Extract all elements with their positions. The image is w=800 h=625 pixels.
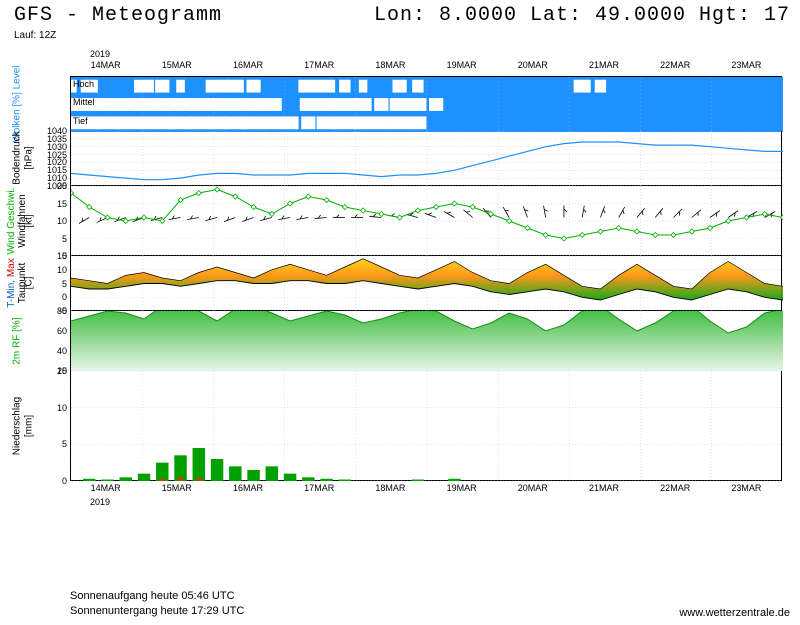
cloud-row-label: Mittel	[73, 97, 95, 107]
xaxis-year: 2019	[90, 49, 110, 59]
xtick: 20MAR	[518, 483, 548, 493]
credit: www.wetterzentrale.de	[679, 607, 790, 619]
xtick: 23MAR	[731, 483, 761, 493]
panel-temperature: T-Min, Max Taupunkt [C] -5051015	[70, 256, 782, 311]
cloud-row-label: Tief	[73, 116, 88, 126]
ytick: 0	[62, 476, 67, 486]
xaxis-year-bottom: 2019	[90, 497, 110, 507]
xtick: 17MAR	[304, 60, 334, 70]
ytick: 80	[57, 306, 67, 316]
cloud-row-label: Hoch	[73, 79, 94, 89]
panel-clouds: Wolken [%] Level HochMittelTief	[70, 76, 782, 131]
ytick: 20	[57, 181, 67, 191]
meteogram: 2019 14MAR15MAR16MAR17MAR18MAR19MAR20MAR…	[70, 60, 782, 499]
ytick: 15	[57, 251, 67, 261]
xtick: 15MAR	[162, 60, 192, 70]
ytick: 10	[57, 265, 67, 275]
xtick: 15MAR	[162, 483, 192, 493]
ytick: 5	[62, 234, 67, 244]
ytick: 10	[57, 403, 67, 413]
ytick: 15	[57, 199, 67, 209]
ytick: 40	[57, 346, 67, 356]
xtick: 14MAR	[91, 60, 121, 70]
ylabel-temp-unit: [C]	[24, 243, 35, 323]
ytick: 5	[62, 279, 67, 289]
yticks-precipitation: 051015	[41, 371, 69, 480]
xtick: 16MAR	[233, 483, 263, 493]
panel-wind: Wind Geschwi. Windfahnen [kt] 05101520	[70, 186, 782, 256]
yticks-pressure: 10051010101510201025103010351040	[41, 131, 69, 185]
footer: Sonnenaufgang heute 05:46 UTC Sonnenunte…	[70, 589, 244, 619]
ytick: 1040	[47, 126, 67, 136]
yticks-wind: 05101520	[41, 186, 69, 255]
xtick: 14MAR	[91, 483, 121, 493]
title-left: GFS - Meteogramm	[14, 4, 222, 27]
ytick: 15	[57, 366, 67, 376]
xtick: 16MAR	[233, 60, 263, 70]
panel-pressure: Bodendruck [hPa] 10051010101510201025103…	[70, 131, 782, 186]
xtick: 18MAR	[375, 60, 405, 70]
ytick: 10	[57, 216, 67, 226]
xtick: 19MAR	[447, 483, 477, 493]
sunrise-text: Sonnenaufgang heute 05:46 UTC	[70, 589, 244, 604]
chart-title: GFS - Meteogramm Lon: 8.0000 Lat: 49.000…	[14, 4, 790, 27]
xtick: 19MAR	[447, 60, 477, 70]
panel-humidity: 2m RF [%] 20406080	[70, 311, 782, 371]
xtick: 22MAR	[660, 483, 690, 493]
ylabel-precip-inner: [mm]	[24, 386, 35, 466]
yticks-temperature: -5051015	[41, 256, 69, 310]
panel-precipitation: Niederschlag [mm] 051015	[70, 371, 782, 481]
sunset-text: Sonnenuntergang heute 17:29 UTC	[70, 604, 244, 619]
ytick: 0	[62, 292, 67, 302]
xtick: 21MAR	[589, 60, 619, 70]
xtick: 18MAR	[375, 483, 405, 493]
run-label: Lauf: 12Z	[14, 30, 56, 41]
xtick: 17MAR	[304, 483, 334, 493]
xtick: 21MAR	[589, 483, 619, 493]
xaxis-bottom: 2019 14MAR15MAR16MAR17MAR18MAR19MAR20MAR…	[70, 483, 782, 499]
ytick: 60	[57, 326, 67, 336]
ytick: 5	[62, 439, 67, 449]
xtick: 22MAR	[660, 60, 690, 70]
title-right: Lon: 8.0000 Lat: 49.0000 Hgt: 17	[374, 4, 790, 27]
xaxis-top: 2019 14MAR15MAR16MAR17MAR18MAR19MAR20MAR…	[70, 60, 782, 76]
ylabel-precip-outer: Niederschlag	[12, 376, 23, 476]
xtick: 23MAR	[731, 60, 761, 70]
yticks-humidity: 20406080	[41, 311, 69, 370]
xtick: 20MAR	[518, 60, 548, 70]
